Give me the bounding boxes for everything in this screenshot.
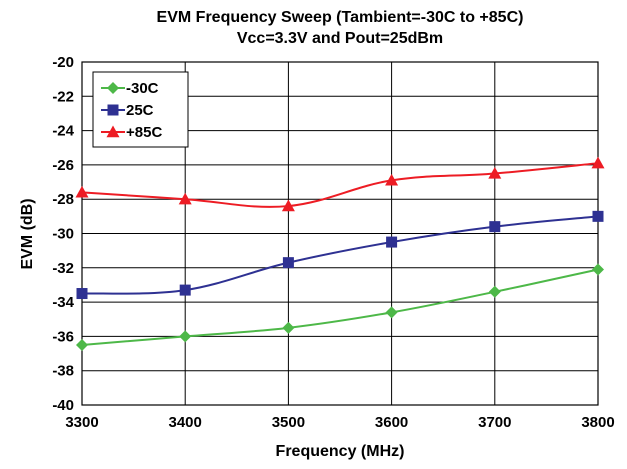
x-axis-ticks: 3300 3400 3500 3600 3700 3800: [65, 414, 614, 431]
data-point: [76, 338, 88, 351]
y-tick-label: -32: [52, 260, 74, 277]
series-2: [75, 156, 605, 212]
legend-entry: -30C: [101, 80, 159, 97]
data-point: [489, 221, 501, 233]
x-tick-label: 3500: [272, 414, 305, 431]
legend-entry: +85C: [101, 124, 162, 141]
data-point: [488, 166, 502, 179]
legend-marker: [107, 104, 119, 116]
chart-title: EVM Frequency Sweep (Tambient=-30C to +8…: [157, 9, 524, 26]
y-tick-label: -22: [52, 88, 74, 105]
legend-entry: 25C: [101, 102, 154, 119]
y-tick-label: -40: [52, 397, 74, 414]
data-point: [385, 306, 398, 319]
data-point: [592, 263, 604, 276]
y-tick-label: -26: [52, 157, 74, 174]
x-tick-label: 3800: [581, 414, 614, 431]
data-point: [592, 210, 604, 222]
data-point: [385, 173, 399, 186]
y-axis-label: EVM (dB): [19, 198, 36, 269]
y-tick-label: -24: [52, 123, 74, 140]
legend-label: +85C: [126, 124, 162, 141]
legend: -30C 25C +85C: [92, 71, 189, 148]
data-point: [281, 199, 295, 212]
series-line: [81, 215, 599, 295]
data-point: [488, 285, 501, 298]
legend-label: -30C: [126, 80, 159, 97]
data-point: [178, 192, 192, 205]
y-axis-ticks: -20 -22 -24 -26 -28 -30 -32 -34 -36 -38 -40: [52, 54, 74, 414]
plot-area: [81, 61, 599, 406]
data-point: [282, 321, 295, 334]
legend-label: 25C: [126, 102, 154, 119]
series-line: [81, 162, 599, 208]
y-tick-label: -34: [52, 294, 74, 311]
y-tick-label: -28: [52, 191, 74, 208]
series-1: [76, 210, 604, 300]
data-point: [282, 257, 294, 269]
x-tick-label: 3300: [65, 414, 98, 431]
data-point: [179, 284, 191, 296]
x-tick-label: 3700: [478, 414, 511, 431]
data-point: [386, 236, 398, 248]
y-tick-label: -36: [52, 328, 74, 345]
y-tick-label: -20: [52, 54, 74, 71]
data-point: [75, 185, 89, 198]
series-line: [81, 268, 599, 346]
legend-marker: [106, 125, 120, 138]
y-tick-label: -38: [52, 363, 74, 380]
series-0: [76, 263, 604, 351]
chart-subtitle: Vcc=3.3V and Pout=25dBm: [237, 30, 443, 47]
data-point: [76, 288, 88, 300]
series: [75, 156, 605, 351]
x-tick-label: 3400: [169, 414, 202, 431]
y-tick-label: -30: [52, 226, 74, 243]
x-axis-label: Frequency (MHz): [276, 443, 405, 460]
x-tick-label: 3600: [375, 414, 408, 431]
data-point: [591, 156, 605, 169]
legend-marker: [107, 82, 119, 94]
data-point: [179, 330, 192, 343]
